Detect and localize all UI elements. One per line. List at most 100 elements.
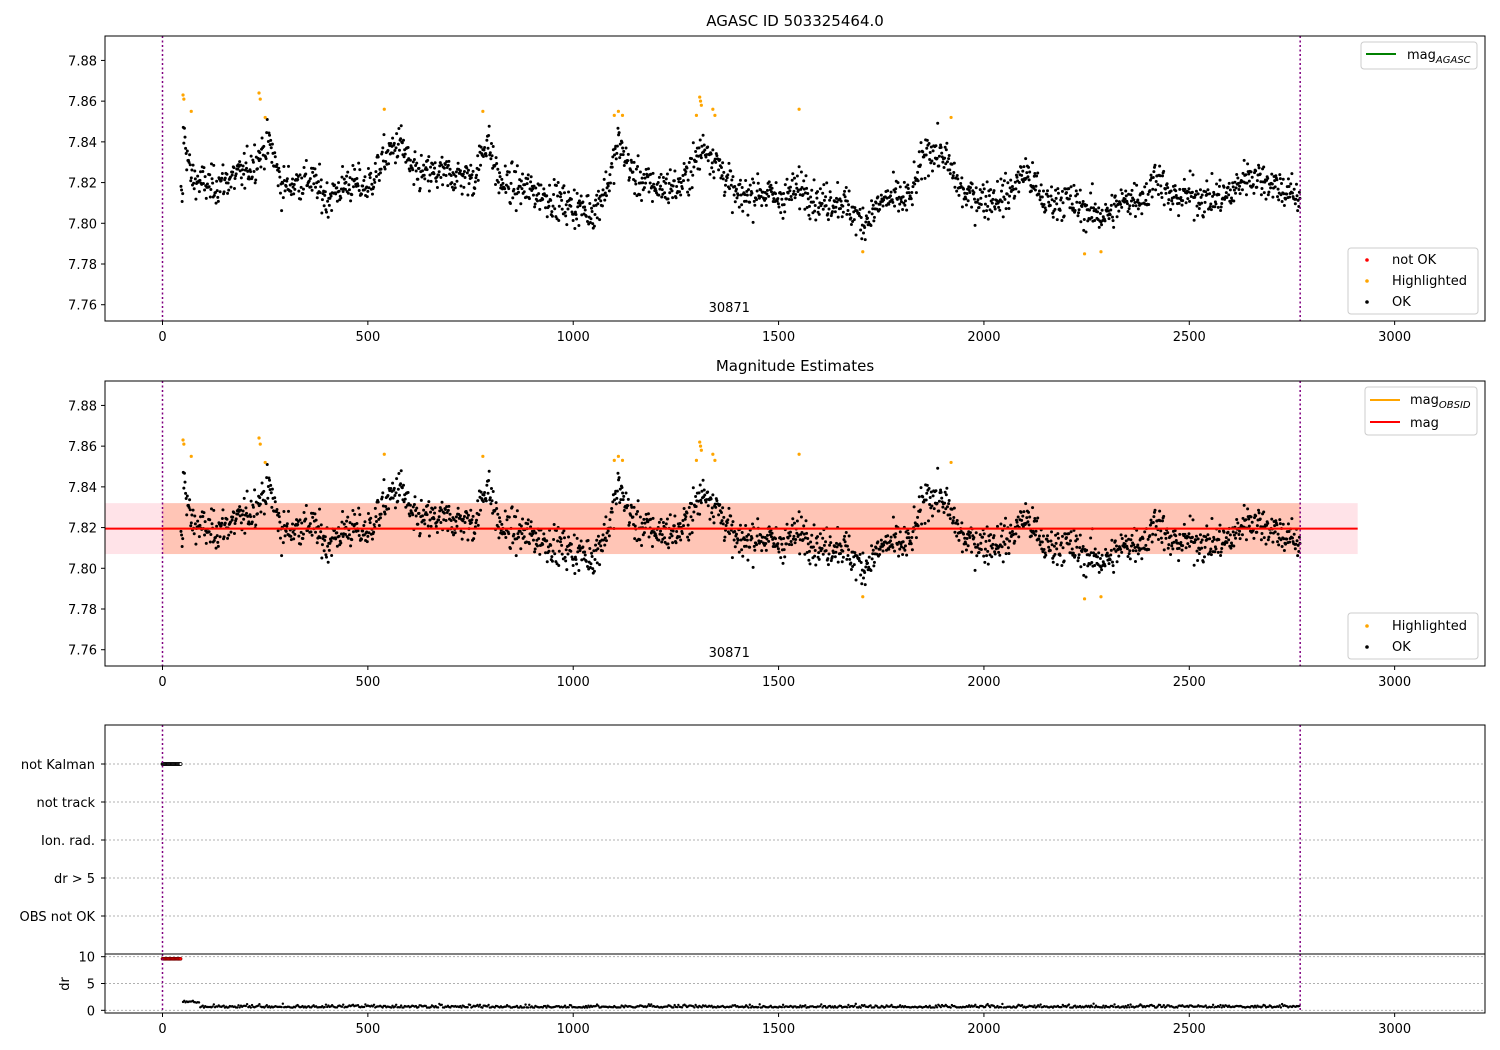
ok-point	[662, 524, 666, 528]
ok-point	[233, 521, 237, 525]
ok-point	[878, 547, 882, 551]
ok-point	[574, 558, 578, 562]
dr-point	[528, 1003, 531, 1007]
ok-point	[1087, 208, 1091, 212]
ok-point	[396, 154, 400, 158]
highlighted-point	[1082, 597, 1087, 601]
dr-point	[677, 1003, 680, 1007]
ok-point	[1296, 198, 1300, 202]
ok-point	[534, 531, 538, 535]
ok-point	[349, 199, 353, 203]
ok-point	[903, 548, 907, 552]
ok-point	[901, 552, 905, 556]
ok-point	[588, 566, 592, 570]
highlighted-point	[258, 97, 262, 101]
ok-point	[1278, 522, 1282, 526]
ok-point	[743, 193, 747, 197]
ok-point	[700, 144, 704, 148]
dr-point	[1020, 1003, 1024, 1007]
ok-point	[299, 542, 303, 546]
ok-point	[916, 179, 920, 183]
ok-point	[281, 196, 285, 200]
ok-point	[859, 215, 863, 219]
ok-point	[346, 170, 350, 174]
ok-point	[622, 164, 626, 168]
ok-point	[320, 556, 324, 560]
ok-point	[1008, 186, 1012, 190]
ok-point	[687, 538, 691, 542]
ok-point	[431, 162, 435, 166]
ok-point	[685, 511, 689, 515]
ok-point	[255, 167, 259, 171]
ok-point	[785, 522, 789, 526]
ok-point	[1216, 550, 1220, 554]
ok-point	[764, 548, 768, 552]
ok-point	[1037, 189, 1041, 193]
dr-point	[999, 1006, 1003, 1009]
dr-point	[440, 1003, 443, 1007]
ok-point	[305, 528, 309, 532]
ok-point	[560, 198, 564, 202]
ok-point	[600, 204, 604, 208]
ok-point	[643, 521, 647, 525]
ok-point	[487, 479, 491, 483]
legend-label-highlighted: Highlighted	[1392, 619, 1467, 634]
ok-point	[1096, 210, 1100, 214]
ok-point	[691, 173, 695, 177]
ok-point	[1073, 554, 1077, 558]
ok-point	[1089, 206, 1093, 210]
ok-point	[741, 209, 745, 213]
ok-point	[533, 550, 537, 554]
ok-point	[490, 154, 494, 158]
ok-point	[1015, 175, 1019, 179]
ok-point	[566, 552, 570, 556]
highlighted-point	[713, 113, 717, 117]
ok-point	[748, 200, 752, 204]
dr-point	[1113, 1003, 1116, 1006]
ok-point	[384, 159, 388, 163]
ok-point	[638, 170, 642, 174]
ok-point	[924, 498, 928, 502]
ok-point	[1196, 559, 1200, 563]
ok-point	[577, 224, 581, 228]
ok-point	[897, 540, 901, 544]
ok-point	[427, 500, 431, 504]
ok-point	[232, 531, 236, 535]
ok-point	[596, 534, 600, 538]
ok-point	[1266, 193, 1270, 197]
ok-point	[255, 512, 259, 516]
ok-point	[1128, 549, 1132, 553]
ok-point	[1271, 540, 1275, 544]
ok-point	[221, 163, 225, 167]
ok-point	[458, 169, 462, 173]
ok-point	[1041, 189, 1045, 193]
ok-point	[791, 192, 795, 196]
ok-point	[809, 195, 813, 199]
ok-point	[276, 184, 280, 188]
ok-point	[1022, 510, 1026, 514]
ok-point	[370, 182, 374, 186]
ok-point	[736, 538, 740, 542]
ok-point	[779, 537, 783, 541]
x-tick-label: 0	[158, 330, 166, 345]
ok-point	[456, 506, 460, 510]
ok-point	[1286, 522, 1290, 526]
dr-point	[1060, 1005, 1063, 1009]
ok-point	[573, 555, 577, 559]
ok-point	[1136, 552, 1140, 556]
ok-point	[610, 510, 614, 514]
ok-point	[794, 193, 798, 197]
ok-point	[550, 559, 554, 563]
ok-point	[1162, 169, 1166, 173]
ok-point	[563, 210, 567, 214]
ok-point	[1078, 533, 1082, 537]
ok-point	[690, 186, 694, 190]
ok-point	[1153, 163, 1157, 167]
ok-point	[602, 193, 606, 197]
ok-point	[1212, 537, 1216, 541]
ok-point	[559, 537, 563, 541]
ok-point	[1115, 199, 1119, 203]
ok-point	[783, 210, 787, 214]
ok-point	[402, 138, 406, 142]
ok-point	[1148, 534, 1152, 538]
